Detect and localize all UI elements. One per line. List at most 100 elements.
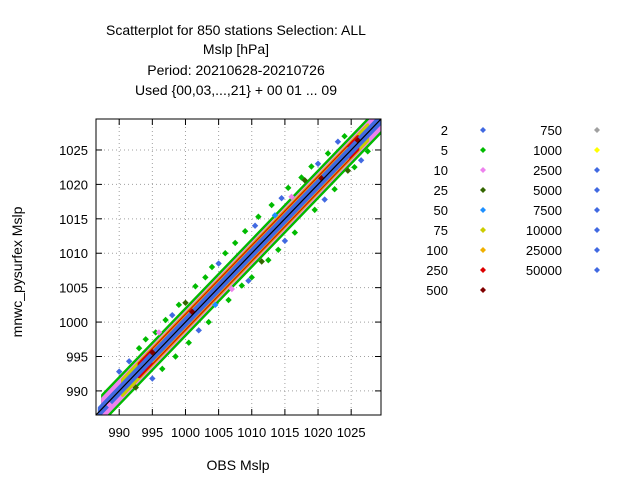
legend-marker bbox=[480, 167, 486, 173]
scatter-point bbox=[285, 184, 292, 192]
y-tick-label: 1020 bbox=[59, 177, 88, 192]
scatter-point bbox=[215, 260, 222, 267]
x-axis-label: OBS Mslp bbox=[206, 457, 269, 473]
scatter-point bbox=[311, 206, 318, 214]
legend-label: 5 bbox=[441, 143, 448, 158]
legend-label: 2 bbox=[441, 123, 448, 138]
legend-entry: 50000 bbox=[526, 263, 600, 278]
scatter-point bbox=[195, 327, 202, 334]
title-line-1: Scatterplot for 850 stations Selection: … bbox=[106, 22, 366, 38]
scatter-point bbox=[132, 384, 139, 391]
title-line-4: Used {00,03,...,21} + 00 01 ... 09 bbox=[135, 82, 337, 98]
legend-entry: 1000 bbox=[533, 143, 600, 158]
scatter-point bbox=[202, 274, 209, 281]
legend-label: 100 bbox=[426, 243, 448, 258]
scatter-point bbox=[149, 349, 156, 356]
scatter-point bbox=[278, 194, 285, 202]
scatter-point bbox=[251, 222, 259, 229]
scatter-point bbox=[152, 329, 159, 336]
scatter-point bbox=[357, 157, 365, 164]
legend-marker bbox=[594, 227, 600, 233]
legend-entry: 25 bbox=[434, 183, 486, 198]
legend-label: 250 bbox=[426, 263, 448, 278]
scatter-point bbox=[149, 375, 156, 382]
legend-entry: 25000 bbox=[526, 243, 600, 258]
y-tick-label: 1010 bbox=[59, 246, 88, 261]
y-tick-label: 990 bbox=[66, 384, 88, 399]
y-tick-label: 1025 bbox=[59, 143, 88, 158]
x-tick-label: 1010 bbox=[237, 425, 266, 440]
scatter-point bbox=[169, 311, 176, 319]
scatter-point bbox=[258, 258, 265, 265]
scatter-point bbox=[281, 237, 289, 245]
scatter-point bbox=[268, 201, 275, 209]
scatter-point bbox=[321, 196, 328, 203]
legend-label: 5000 bbox=[533, 183, 562, 198]
legend-marker bbox=[594, 167, 600, 173]
legend-entry: 75 bbox=[434, 223, 486, 238]
legend-label: 7500 bbox=[533, 203, 562, 218]
legend-entry: 100 bbox=[426, 243, 486, 258]
scatter-point bbox=[271, 212, 279, 219]
scatter-point bbox=[301, 177, 308, 184]
scatter-point bbox=[248, 274, 255, 281]
legend-marker bbox=[594, 247, 600, 253]
legend-entry: 2500 bbox=[533, 163, 600, 178]
scatter-point bbox=[334, 138, 342, 145]
legend-label: 50 bbox=[434, 203, 448, 218]
legend-entry: 7500 bbox=[533, 203, 600, 218]
scatter-point bbox=[245, 277, 252, 284]
scatter-point bbox=[135, 345, 143, 352]
x-tick-label: 1005 bbox=[204, 425, 233, 440]
scatter-point bbox=[115, 368, 123, 375]
axes: 990 995 1000 1005 1010 1015 1020 1025 990 995 1000… bbox=[59, 119, 381, 440]
legend-entry: 5 bbox=[441, 143, 486, 158]
scatter-point bbox=[238, 282, 246, 289]
legend-entry: 500 bbox=[426, 283, 486, 298]
x-tick-label: 995 bbox=[141, 425, 163, 440]
legend-entry: 10000 bbox=[526, 223, 600, 238]
legend-label: 10 bbox=[434, 163, 448, 178]
legend-label: 750 bbox=[540, 123, 562, 138]
y-tick-label: 1015 bbox=[59, 212, 88, 227]
scatter-point bbox=[175, 301, 183, 309]
legend-entry: 10 bbox=[434, 163, 486, 178]
plot-frame bbox=[95, 118, 382, 416]
scatter-point bbox=[212, 301, 219, 309]
scatter-point bbox=[341, 133, 348, 140]
legend-marker bbox=[594, 147, 600, 153]
scatter-point bbox=[222, 250, 229, 257]
chart-title: Scatterplot for 850 stations Selection: … bbox=[106, 22, 366, 98]
legend-marker bbox=[480, 147, 486, 153]
legend-marker bbox=[480, 207, 486, 213]
scatter-point bbox=[255, 213, 262, 220]
scatter-point bbox=[185, 339, 192, 346]
legend-marker bbox=[594, 187, 600, 193]
scatter-point bbox=[205, 318, 212, 326]
legend-marker bbox=[480, 247, 486, 253]
legend-marker bbox=[480, 287, 486, 293]
scatter-point bbox=[291, 229, 299, 236]
legend-label: 10000 bbox=[526, 223, 562, 238]
scatter-point bbox=[288, 193, 295, 200]
y-tick-label: 1005 bbox=[59, 281, 88, 296]
scatter-point bbox=[351, 163, 358, 171]
x-tick-label: 1015 bbox=[270, 425, 299, 440]
scatter-point bbox=[231, 239, 239, 247]
scatter-point bbox=[364, 148, 371, 155]
scatter-point bbox=[172, 353, 179, 360]
scatter-point bbox=[228, 285, 236, 293]
scatter-point bbox=[142, 336, 149, 343]
legend-entry: 5000 bbox=[533, 183, 600, 198]
legend-entry: 50 bbox=[434, 203, 486, 218]
legend-label: 25000 bbox=[526, 243, 562, 258]
scatter-point bbox=[159, 365, 166, 373]
scatter-point bbox=[192, 283, 199, 290]
legend-label: 500 bbox=[426, 283, 448, 298]
legend-label: 75 bbox=[434, 223, 448, 238]
reference-line bbox=[96, 119, 381, 415]
scatter-point bbox=[208, 263, 216, 271]
legend-marker bbox=[480, 267, 486, 273]
title-line-3: Period: 20210628-20210726 bbox=[147, 62, 325, 78]
